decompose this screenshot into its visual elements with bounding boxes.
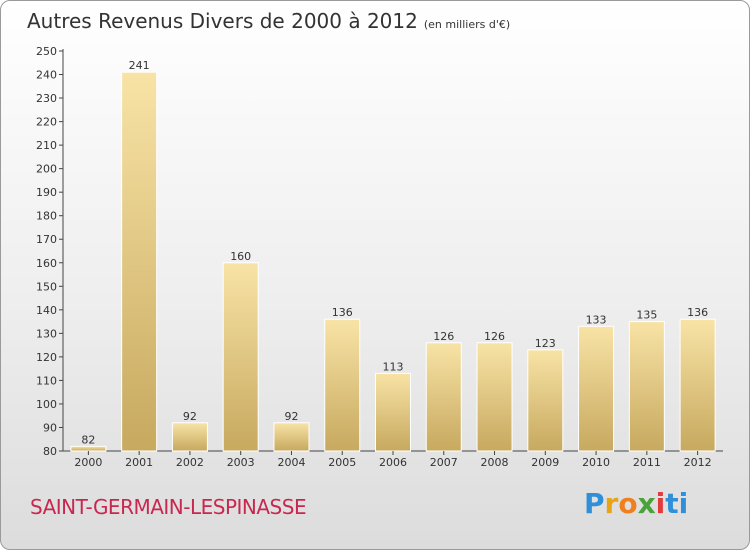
bar xyxy=(679,318,716,452)
bar xyxy=(324,318,361,452)
bar-value-label: 135 xyxy=(636,309,657,322)
bar xyxy=(425,342,462,452)
bar xyxy=(121,71,158,452)
x-tick-label: 2006 xyxy=(379,456,407,469)
x-tick-label: 2008 xyxy=(481,456,509,469)
logo-letter: P xyxy=(584,487,605,520)
y-tick-label: 250 xyxy=(36,45,57,58)
x-tick-label: 2012 xyxy=(684,456,712,469)
y-tick-label: 180 xyxy=(36,210,57,223)
x-tick-label: 2007 xyxy=(430,456,458,469)
y-tick-label: 200 xyxy=(36,163,57,176)
logo-letter: i xyxy=(655,487,666,520)
chart-title-text: Autres Revenus Divers de 2000 à 2012 xyxy=(27,9,418,33)
y-tick-label: 210 xyxy=(36,139,57,152)
bar-value-label: 126 xyxy=(433,330,454,343)
bar xyxy=(628,321,665,452)
x-tick-label: 2011 xyxy=(633,456,661,469)
y-tick-label: 150 xyxy=(36,280,57,293)
logo-letter: x xyxy=(637,487,656,520)
bar xyxy=(70,445,107,452)
y-tick-label: 120 xyxy=(36,351,57,364)
x-tick-label: 2010 xyxy=(582,456,610,469)
y-tick-label: 160 xyxy=(36,257,57,270)
x-tick-label: 2004 xyxy=(277,456,305,469)
y-tick-label: 80 xyxy=(43,445,57,458)
bar xyxy=(476,342,513,452)
x-tick-label: 2001 xyxy=(125,456,153,469)
y-tick-label: 110 xyxy=(36,374,57,387)
x-tick-label: 2009 xyxy=(531,456,559,469)
logo-letter: r xyxy=(604,487,619,520)
chart-unit-label: (en milliers d'€) xyxy=(423,18,511,31)
y-tick-label: 170 xyxy=(36,233,57,246)
bar-value-label: 82 xyxy=(81,433,95,446)
y-tick-label: 230 xyxy=(36,92,57,105)
bar-value-label: 92 xyxy=(183,410,197,423)
bar-value-label: 126 xyxy=(484,330,505,343)
y-tick-label: 100 xyxy=(36,398,57,411)
chart-title: Autres Revenus Divers de 2000 à 2012 (en … xyxy=(27,9,510,33)
x-tick-label: 2003 xyxy=(227,456,255,469)
bar-value-label: 92 xyxy=(284,410,298,423)
logo-letter: ti xyxy=(665,487,689,520)
x-tick-label: 2002 xyxy=(176,456,204,469)
y-tick-label: 90 xyxy=(43,421,57,434)
x-tick-label: 2000 xyxy=(74,456,102,469)
town-name: SAINT-GERMAIN-LESPINASSE xyxy=(30,495,307,519)
bar xyxy=(273,422,310,452)
y-tick-label: 190 xyxy=(36,186,57,199)
x-tick-label: 2005 xyxy=(328,456,356,469)
y-tick-label: 130 xyxy=(36,327,57,340)
bar-value-label: 123 xyxy=(535,337,556,350)
bar-value-label: 133 xyxy=(586,313,607,326)
bar-value-label: 160 xyxy=(230,250,251,263)
y-tick-label: 140 xyxy=(36,304,57,317)
bar xyxy=(375,372,411,452)
bar xyxy=(578,325,615,452)
y-tick-label: 240 xyxy=(36,69,57,82)
bar xyxy=(171,422,208,452)
proxiti-logo: Proxiti xyxy=(584,487,688,520)
bar-value-label: 136 xyxy=(687,306,708,319)
y-tick-label: 220 xyxy=(36,116,57,129)
logo-letter: o xyxy=(618,487,638,520)
bar-value-label: 136 xyxy=(332,306,353,319)
bar xyxy=(222,262,259,452)
bar xyxy=(527,349,564,452)
bar-value-label: 113 xyxy=(383,360,404,373)
bar-value-label: 241 xyxy=(129,59,150,72)
